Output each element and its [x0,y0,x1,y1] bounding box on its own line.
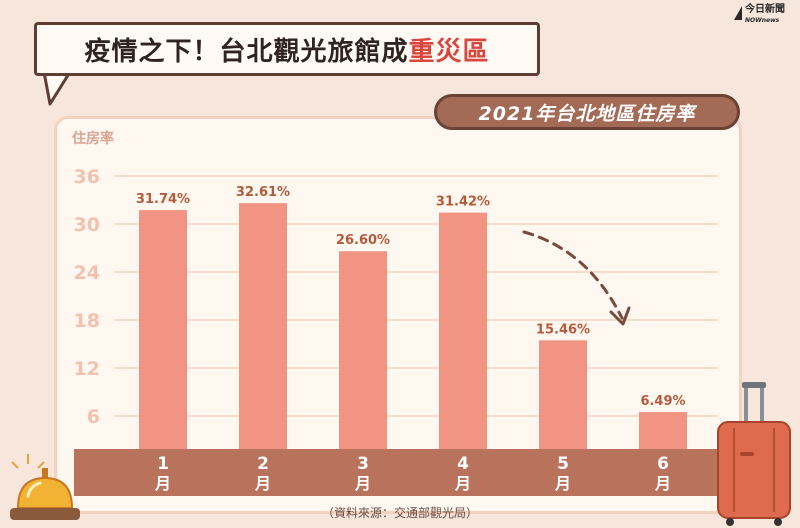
y-tick-label: 6 [87,406,100,428]
trend-arrow-head-icon [609,306,631,326]
brand-mark-icon [734,6,742,20]
x-tick-label-unit: 月 [654,474,671,493]
x-tick-label-number: 3 [357,454,369,474]
x-tick-label-unit: 月 [454,474,471,493]
x-tick-label-number: 2 [257,454,269,474]
x-tick-label-number: 6 [657,454,669,474]
bar-value-label: 31.74% [136,192,190,207]
x-tick-label-unit: 月 [154,474,171,493]
bar [439,212,487,449]
chart-subtitle-text: 2021年台北地區住房率 [478,102,696,125]
x-axis-band [74,449,720,496]
bar [339,251,387,449]
brand-logo: 今日新聞 NOWnews [734,4,792,26]
bar [639,412,687,449]
y-tick-label: 36 [74,166,100,188]
brand-name-en: NOWnews [745,17,780,24]
x-tick-label-number: 5 [557,454,569,474]
bar [239,203,287,449]
headline-text: 疫情之下！台北觀光旅館成 [84,36,409,67]
bar-value-label: 6.49% [640,394,685,409]
bar [539,340,587,449]
bar-value-label: 15.46% [536,322,590,337]
bar-value-label: 31.42% [436,195,490,210]
bar [139,210,187,449]
x-tick-label-unit: 月 [354,474,371,493]
y-tick-label: 24 [74,262,100,284]
y-tick-label: 30 [74,214,100,236]
service-bell-icon [10,454,80,520]
y-tick-label: 18 [74,310,100,332]
suitcase-icon [717,382,791,526]
chart-subtitle: 2021年台北地區住房率 [434,94,740,130]
x-tick-label-unit: 月 [554,474,571,493]
headline-bubble: 疫情之下！台北觀光旅館成 重災區 [34,22,540,76]
source-footnote: （資料來源：交通部觀光局） [321,506,478,520]
headline-accent: 重災區 [408,36,490,67]
brand-name: 今日新聞 [745,4,785,15]
trend-arrow [522,230,624,320]
bar-value-label: 32.61% [236,185,290,200]
y-axis-title: 住房率 [72,131,114,147]
bar-value-label: 26.60% [336,233,390,248]
x-tick-label-number: 1 [157,454,169,474]
x-tick-label-number: 4 [457,454,469,474]
y-tick-label: 12 [74,358,100,380]
x-tick-label-unit: 月 [254,474,271,493]
